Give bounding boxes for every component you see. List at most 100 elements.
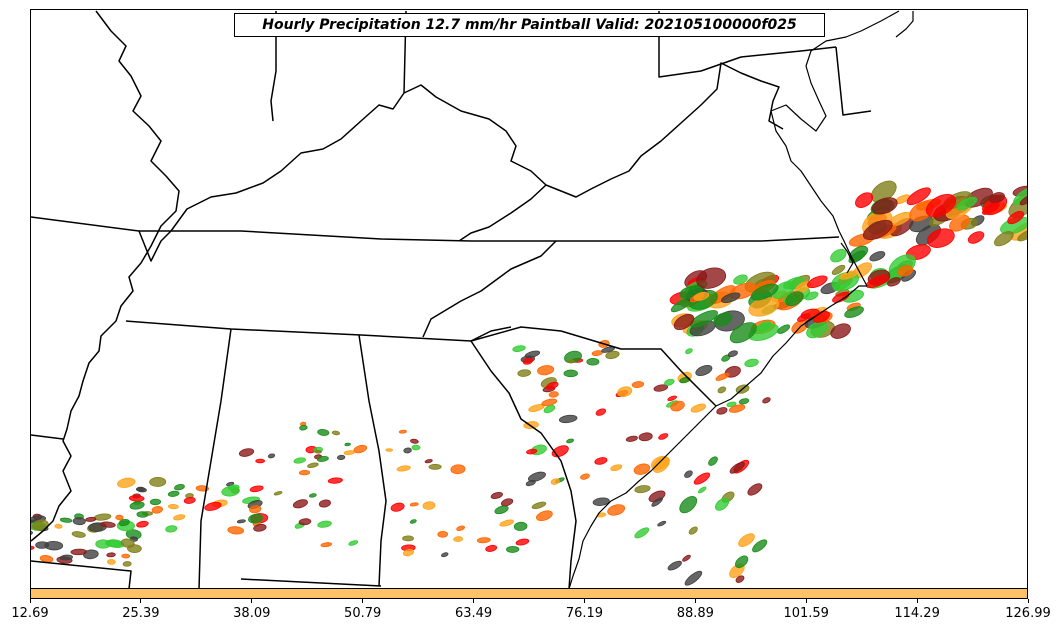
- wv-boundary: [403, 10, 784, 198]
- precip-cell: [697, 486, 707, 494]
- precip-cell: [316, 455, 329, 462]
- precip-cell: [59, 517, 73, 523]
- precip-cell: [750, 283, 779, 301]
- precip-cell: [515, 538, 530, 546]
- precip-cell: [85, 516, 97, 522]
- precip-cell: [830, 323, 851, 339]
- precip-cell: [403, 447, 412, 454]
- precip-cell: [106, 559, 116, 565]
- precip-cell: [695, 364, 713, 377]
- colorbar-tick-label: 63.49: [454, 606, 493, 621]
- precip-cell: [117, 477, 136, 488]
- precip-cell: [500, 498, 514, 507]
- precip-cell: [490, 492, 503, 499]
- precip-cell: [682, 554, 691, 562]
- precip-cell: [693, 291, 710, 301]
- precip-cell: [327, 477, 343, 484]
- precip-cell: [651, 497, 663, 507]
- precip-cell: [729, 322, 758, 344]
- precip-cell: [633, 463, 651, 475]
- precip-cell: [236, 519, 246, 524]
- precip-cell: [136, 511, 149, 518]
- precip-cell: [812, 310, 830, 323]
- precipitation-cells: [31, 180, 1027, 586]
- colorbar-tick: [140, 599, 142, 603]
- precip-cell: [524, 350, 541, 358]
- precip-cell: [409, 502, 419, 507]
- precip-cell: [402, 535, 414, 542]
- precip-cell: [151, 505, 164, 514]
- precip-cell: [744, 358, 759, 368]
- coastline: [568, 10, 914, 590]
- precip-cell: [527, 471, 546, 482]
- precip-cell: [855, 192, 874, 208]
- precip-cell: [1017, 229, 1027, 242]
- colorbar-tick-label: 12.69: [11, 606, 49, 621]
- precip-cell: [728, 404, 746, 413]
- precip-cell: [344, 442, 351, 447]
- colorbar-tick: [916, 599, 918, 603]
- precip-cell: [149, 498, 162, 506]
- precip-cell: [667, 560, 682, 571]
- precip-cell: [831, 264, 846, 276]
- precip-cell: [925, 194, 957, 218]
- precip-cell: [317, 520, 332, 528]
- precip-cell: [273, 491, 283, 496]
- precip-cell: [777, 324, 791, 334]
- precip-cell: [607, 504, 626, 516]
- precip-cell: [844, 306, 864, 318]
- precip-cell: [106, 552, 116, 558]
- ms-al-boundary: [198, 328, 232, 590]
- precip-cell: [343, 450, 356, 455]
- precip-cell: [227, 526, 245, 535]
- precip-cell: [204, 501, 222, 511]
- colorbar-tick: [473, 599, 475, 603]
- precip-cell: [31, 545, 35, 551]
- precip-cell: [410, 438, 419, 444]
- precip-cell: [679, 496, 698, 514]
- precip-cell: [548, 391, 559, 398]
- precip-cell: [174, 484, 185, 491]
- precip-cell: [267, 453, 276, 459]
- precip-cell: [390, 502, 405, 512]
- precip-cell: [121, 553, 131, 559]
- precip-cell: [580, 473, 590, 480]
- precip-cell: [402, 548, 415, 557]
- precip-cell: [887, 277, 901, 287]
- precip-cell: [729, 461, 745, 474]
- precip-cell: [684, 570, 703, 586]
- precip-cell: [299, 424, 308, 431]
- colorbar-tick: [805, 599, 807, 603]
- precip-cell: [631, 381, 645, 388]
- precip-cell: [411, 444, 421, 451]
- precip-cell: [1007, 211, 1025, 225]
- precip-cell: [785, 291, 804, 307]
- precip-cell: [409, 519, 417, 524]
- precip-cell: [690, 403, 707, 413]
- precip-cell: [31, 530, 33, 536]
- mississippi-river: [31, 10, 180, 542]
- precip-cell: [610, 464, 623, 472]
- precip-cell: [485, 544, 498, 552]
- precip-cell: [897, 265, 914, 277]
- map-panel: [30, 9, 1028, 599]
- precip-cell: [517, 369, 532, 377]
- tn-south-boundary: [125, 320, 512, 342]
- precip-cell: [807, 275, 828, 289]
- colorbar-tick-label: 126.99: [1005, 606, 1051, 621]
- precip-cell: [726, 401, 737, 408]
- precip-cell: [437, 531, 449, 538]
- colorbar: [30, 588, 1028, 599]
- va-nc-boundary: [422, 240, 557, 338]
- map-title: Hourly Precipitation 12.7 mm/hr Paintbal…: [234, 13, 825, 37]
- precip-cell: [715, 372, 730, 381]
- precip-cell: [308, 493, 317, 498]
- precip-cell: [982, 202, 1000, 215]
- pa-boundary: [658, 11, 837, 78]
- precip-cell: [512, 345, 526, 352]
- colorbar-tick-label: 25.39: [122, 606, 160, 621]
- precip-cell: [550, 478, 560, 485]
- precip-cell: [149, 477, 167, 487]
- colorbar-tick: [694, 599, 696, 603]
- precip-cell: [832, 291, 850, 303]
